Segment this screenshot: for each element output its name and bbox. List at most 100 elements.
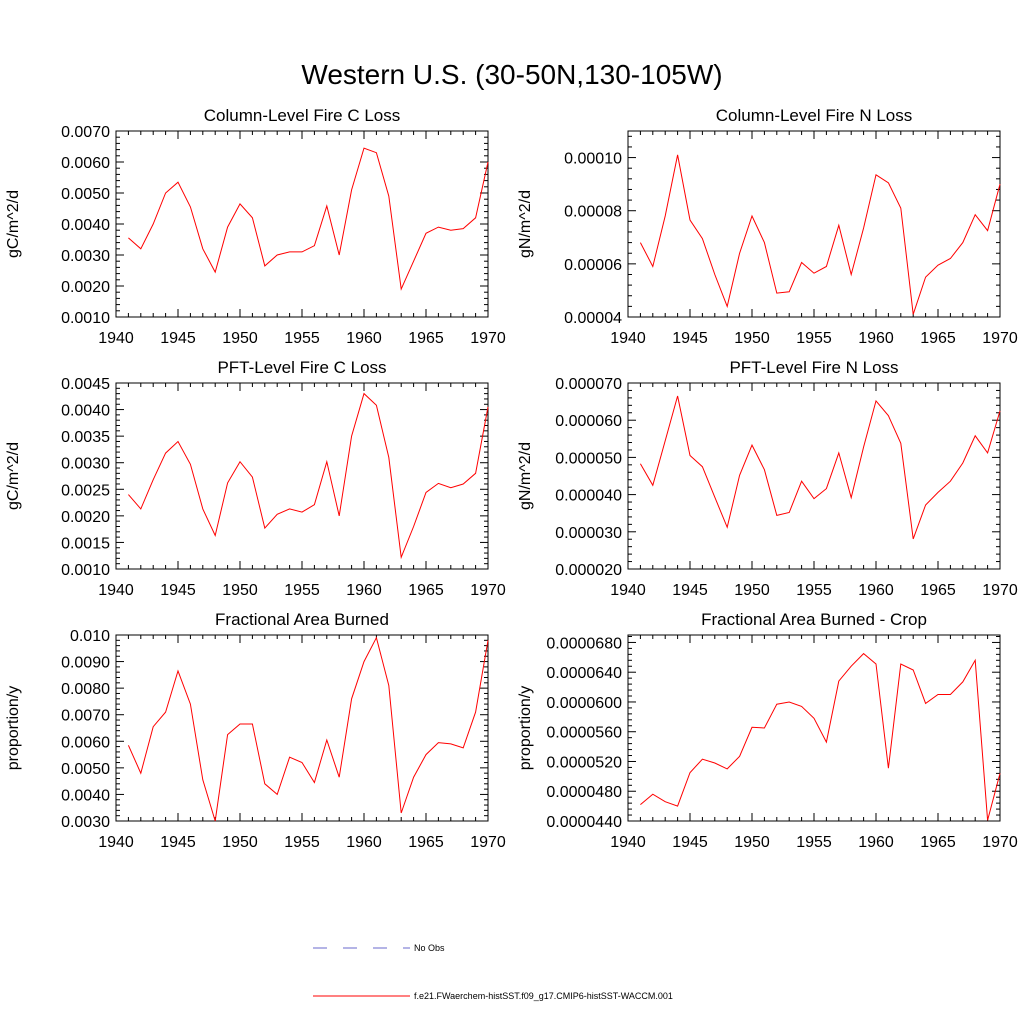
series-line bbox=[639, 154, 1001, 315]
series-line bbox=[127, 636, 489, 822]
panel-title: PFT-Level Fire C Loss bbox=[217, 358, 386, 377]
x-tick-label: 1965 bbox=[920, 834, 956, 851]
y-tick-label: 0.0015 bbox=[61, 535, 110, 552]
y-tick-label: 0.0050 bbox=[61, 186, 110, 203]
x-tick-label: 1965 bbox=[408, 582, 444, 599]
x-tick-label: 1955 bbox=[796, 330, 832, 347]
x-tick-label: 1965 bbox=[408, 330, 444, 347]
y-tick-label: 0.0020 bbox=[61, 509, 110, 526]
y-tick-label: 0.0000600 bbox=[546, 695, 622, 712]
figure-title: Western U.S. (30-50N,130-105W) bbox=[301, 59, 722, 90]
y-tick-label: 0.000060 bbox=[555, 413, 622, 430]
series-line bbox=[128, 392, 489, 560]
y-tick-label: 0.000020 bbox=[555, 562, 622, 579]
x-tick-label: 1945 bbox=[160, 330, 196, 347]
x-tick-label: 1940 bbox=[610, 330, 646, 347]
y-axis-label: proportion/y bbox=[517, 686, 534, 771]
y-tick-label: 0.0025 bbox=[61, 482, 110, 499]
y-tick-label: 0.0035 bbox=[61, 429, 110, 446]
panel-6: 1940 1945 1950 1955 1960 1965 1970 0.0000440 0.0… bbox=[517, 610, 1018, 851]
panel-5: 1940 1945 1950 1955 1960 1965 1970 0.0030 0.0040… bbox=[5, 610, 506, 851]
panels: 1940 1945 1950 1955 1960 1965 1970 0.0010 0.0020… bbox=[5, 106, 1018, 851]
x-tick-label: 1955 bbox=[284, 330, 320, 347]
y-axis-label: gC/m^2/d bbox=[5, 442, 22, 510]
plot-frame bbox=[115, 634, 489, 822]
x-tick-label: 1940 bbox=[98, 330, 134, 347]
x-tick-label: 1960 bbox=[346, 582, 382, 599]
x-tick-label: 1970 bbox=[470, 834, 506, 851]
x-tick-label: 1960 bbox=[858, 582, 894, 599]
y-tick-label: 0.0000440 bbox=[546, 814, 622, 831]
y-tick-label: 0.0020 bbox=[61, 279, 110, 296]
y-axis-label: gC/m^2/d bbox=[5, 190, 22, 258]
y-tick-label: 0.0040 bbox=[61, 217, 110, 234]
y-tick-label: 0.0010 bbox=[61, 310, 110, 327]
y-tick-label: 0.000070 bbox=[555, 376, 622, 393]
x-tick-label: 1960 bbox=[858, 834, 894, 851]
y-tick-label: 0.000030 bbox=[555, 525, 622, 542]
y-axis-label: proportion/y bbox=[5, 686, 22, 771]
x-tick-label: 1970 bbox=[470, 330, 506, 347]
y-tick-label: 0.000050 bbox=[555, 450, 622, 467]
panel-title: Column-Level Fire N Loss bbox=[716, 106, 913, 125]
plot-frame bbox=[115, 382, 489, 570]
legend-label-model: f.e21.FWaerchem-histSST.f09_g17.CMIP6-hi… bbox=[414, 991, 673, 1001]
x-tick-label: 1945 bbox=[160, 582, 196, 599]
legend: No Obs f.e21.FWaerchem-histSST.f09_g17.C… bbox=[313, 943, 673, 1001]
x-tick-label: 1950 bbox=[734, 330, 770, 347]
x-tick-label: 1945 bbox=[672, 834, 708, 851]
y-tick-label: 0.0000640 bbox=[546, 665, 622, 682]
panel-1: 1940 1945 1950 1955 1960 1965 1970 0.0010 0.0020… bbox=[5, 106, 506, 347]
y-tick-label: 0.0030 bbox=[61, 814, 110, 831]
x-tick-label: 1960 bbox=[346, 330, 382, 347]
x-tick-label: 1955 bbox=[796, 582, 832, 599]
x-tick-label: 1970 bbox=[982, 330, 1018, 347]
x-tick-label: 1940 bbox=[98, 834, 134, 851]
panel-title: Fractional Area Burned bbox=[215, 610, 389, 629]
panel-title: Column-Level Fire C Loss bbox=[204, 106, 401, 125]
panel-title: Fractional Area Burned - Crop bbox=[701, 610, 927, 629]
x-tick-label: 1965 bbox=[920, 582, 956, 599]
panel-4: 1940 1945 1950 1955 1960 1965 1970 0.000020 0.00… bbox=[517, 358, 1018, 599]
x-tick-label: 1950 bbox=[222, 330, 258, 347]
x-tick-label: 1950 bbox=[734, 582, 770, 599]
x-tick-label: 1955 bbox=[796, 834, 832, 851]
y-tick-label: 0.00008 bbox=[564, 204, 622, 221]
plot-frame bbox=[627, 382, 1001, 570]
x-tick-label: 1945 bbox=[672, 330, 708, 347]
plot-frame bbox=[115, 130, 489, 318]
x-tick-label: 1950 bbox=[734, 834, 770, 851]
y-tick-label: 0.0060 bbox=[61, 155, 110, 172]
x-tick-label: 1955 bbox=[284, 582, 320, 599]
y-tick-label: 0.00010 bbox=[564, 151, 622, 168]
x-tick-label: 1970 bbox=[470, 582, 506, 599]
x-tick-label: 1940 bbox=[610, 834, 646, 851]
y-tick-label: 0.0030 bbox=[61, 456, 110, 473]
y-tick-label: 0.0000680 bbox=[546, 635, 622, 652]
legend-label-no-obs: No Obs bbox=[414, 943, 445, 953]
y-tick-label: 0.0040 bbox=[61, 787, 110, 804]
x-tick-label: 1970 bbox=[982, 834, 1018, 851]
x-tick-label: 1945 bbox=[672, 582, 708, 599]
y-tick-label: 0.00006 bbox=[564, 257, 622, 274]
y-axis-label: gN/m^2/d bbox=[517, 442, 534, 510]
series-line bbox=[639, 395, 1001, 540]
y-tick-label: 0.0090 bbox=[61, 655, 110, 672]
x-tick-label: 1940 bbox=[98, 582, 134, 599]
y-tick-label: 0.010 bbox=[70, 628, 110, 645]
x-tick-label: 1950 bbox=[222, 834, 258, 851]
y-tick-label: 0.0050 bbox=[61, 761, 110, 778]
x-tick-label: 1960 bbox=[346, 834, 382, 851]
series-line bbox=[640, 652, 1001, 821]
plot-frame bbox=[627, 130, 1001, 318]
y-tick-label: 0.0000560 bbox=[546, 725, 622, 742]
y-tick-label: 0.0080 bbox=[61, 681, 110, 698]
panel-3: 1940 1945 1950 1955 1960 1965 1970 0.0010 0.0015… bbox=[5, 358, 506, 599]
y-tick-label: 0.000040 bbox=[555, 488, 622, 505]
y-tick-label: 0.0045 bbox=[61, 376, 110, 393]
panel-2: 1940 1945 1950 1955 1960 1965 1970 0.00004 0.000… bbox=[517, 106, 1018, 347]
y-tick-label: 0.0000520 bbox=[546, 754, 622, 771]
x-tick-label: 1970 bbox=[982, 582, 1018, 599]
x-tick-label: 1955 bbox=[284, 834, 320, 851]
